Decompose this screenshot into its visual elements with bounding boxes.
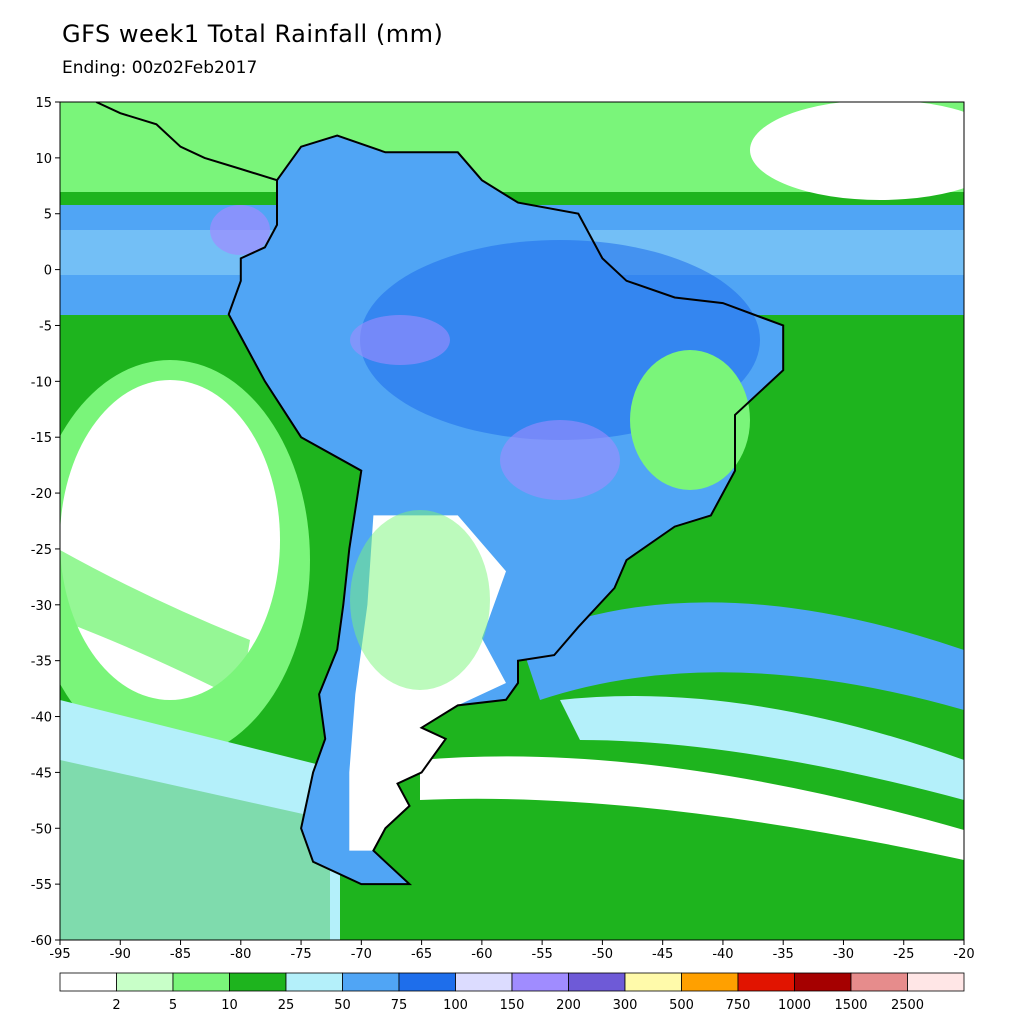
south-atlantic-band — [520, 602, 964, 710]
northeast-brazil-light — [630, 350, 750, 490]
dry-band-south-atlantic — [420, 756, 964, 860]
colorbar-swatch — [681, 972, 739, 992]
x-tick-label: -30 — [833, 947, 854, 962]
colorbar-label: 2500 — [891, 998, 924, 1013]
x-tick-label: -60 — [471, 947, 492, 962]
x-tick-label: -65 — [411, 947, 432, 962]
x-tick-label: -85 — [170, 947, 191, 962]
map-title: GFS week1 Total Rainfall (mm) — [62, 20, 444, 48]
y-tick-label: -30 — [31, 599, 52, 614]
colorbar-label: 75 — [391, 998, 408, 1013]
y-tick-label: -5 — [39, 319, 52, 334]
colorbar-label: 25 — [278, 998, 295, 1013]
y-tick-label: -10 — [31, 375, 52, 390]
colorbar-swatch — [172, 972, 230, 992]
y-tick-label: 0 — [44, 264, 52, 279]
y-tick-label: -60 — [31, 934, 52, 949]
colorbar-legend: 2 5 10 25 50 75 100 150 200 300 500 750 1000 1500 2500 — [59, 972, 965, 1013]
x-tick-label: -20 — [953, 947, 974, 962]
y-tick-label: -55 — [31, 878, 52, 893]
y-tick-label: -20 — [31, 487, 52, 502]
southern-pacific-band — [60, 700, 340, 940]
x-tick-label: -75 — [290, 947, 311, 962]
colorbar-swatch — [342, 972, 400, 992]
colorbar-swatch — [229, 972, 287, 992]
colorbar-swatch — [624, 972, 682, 992]
x-tick-label: -40 — [712, 947, 733, 962]
y-tick-label: 15 — [35, 96, 52, 111]
colorbar-label: 50 — [334, 998, 351, 1013]
x-tick-label: -80 — [230, 947, 251, 962]
colorbar-swatch — [850, 972, 908, 992]
colorbar-swatch — [511, 972, 569, 992]
colorbar-label: 150 — [500, 998, 525, 1013]
colorbar-swatch — [907, 972, 965, 992]
colorbar-label: 750 — [726, 998, 751, 1013]
coastline — [95, 102, 785, 886]
x-axis: -95 -90 -85 -80 -75 -70 -65 -60 -55 -50 -45 -40 -35 -… — [49, 940, 975, 962]
map-subtitle: Ending: 00z02Feb2017 — [62, 58, 258, 78]
y-tick-label: -50 — [31, 822, 52, 837]
colorbar-label: 100 — [443, 998, 468, 1013]
colorbar-label: 2 — [112, 998, 120, 1013]
colorbar-swatch — [455, 972, 513, 992]
y-tick-label: 10 — [35, 152, 52, 167]
x-tick-label: -50 — [592, 947, 613, 962]
y-tick-label: 5 — [44, 208, 52, 223]
colorbar-label: 200 — [556, 998, 581, 1013]
x-tick-label: -35 — [773, 947, 794, 962]
x-tick-label: -70 — [351, 947, 372, 962]
colorbar-swatch — [794, 972, 852, 992]
y-tick-label: -40 — [31, 711, 52, 726]
colorbar-swatch — [568, 972, 626, 992]
y-tick-label: -15 — [31, 431, 52, 446]
x-tick-label: -25 — [893, 947, 914, 962]
map-field — [60, 102, 964, 940]
colorbar-label: 10 — [221, 998, 238, 1013]
colorbar-swatch — [285, 972, 343, 992]
plot-frame — [59, 101, 965, 941]
y-tick-label: -35 — [31, 655, 52, 670]
x-tick-label: -90 — [110, 947, 131, 962]
colorbar-swatch — [59, 972, 117, 992]
colorbar-swatch — [398, 972, 456, 992]
y-tick-label: -25 — [31, 543, 52, 558]
colorbar-label: 300 — [613, 998, 638, 1013]
y-tick-label: -45 — [31, 766, 52, 781]
x-tick-label: -45 — [652, 947, 673, 962]
colorbar-swatch — [737, 972, 795, 992]
colorbar-label: 5 — [169, 998, 177, 1013]
x-tick-label: -95 — [49, 947, 70, 962]
x-tick-label: -55 — [532, 947, 553, 962]
colorbar-label: 1500 — [834, 998, 867, 1013]
y-axis: 15 10 5 0 -5 -10 -15 -20 -25 -30 -35 -40 -45 -50 -55 -6… — [31, 96, 60, 949]
colorbar-label: 500 — [669, 998, 694, 1013]
colorbar-label: 1000 — [778, 998, 811, 1013]
colorbar-swatch — [116, 972, 174, 992]
dry-area-north-atlantic — [750, 102, 964, 200]
